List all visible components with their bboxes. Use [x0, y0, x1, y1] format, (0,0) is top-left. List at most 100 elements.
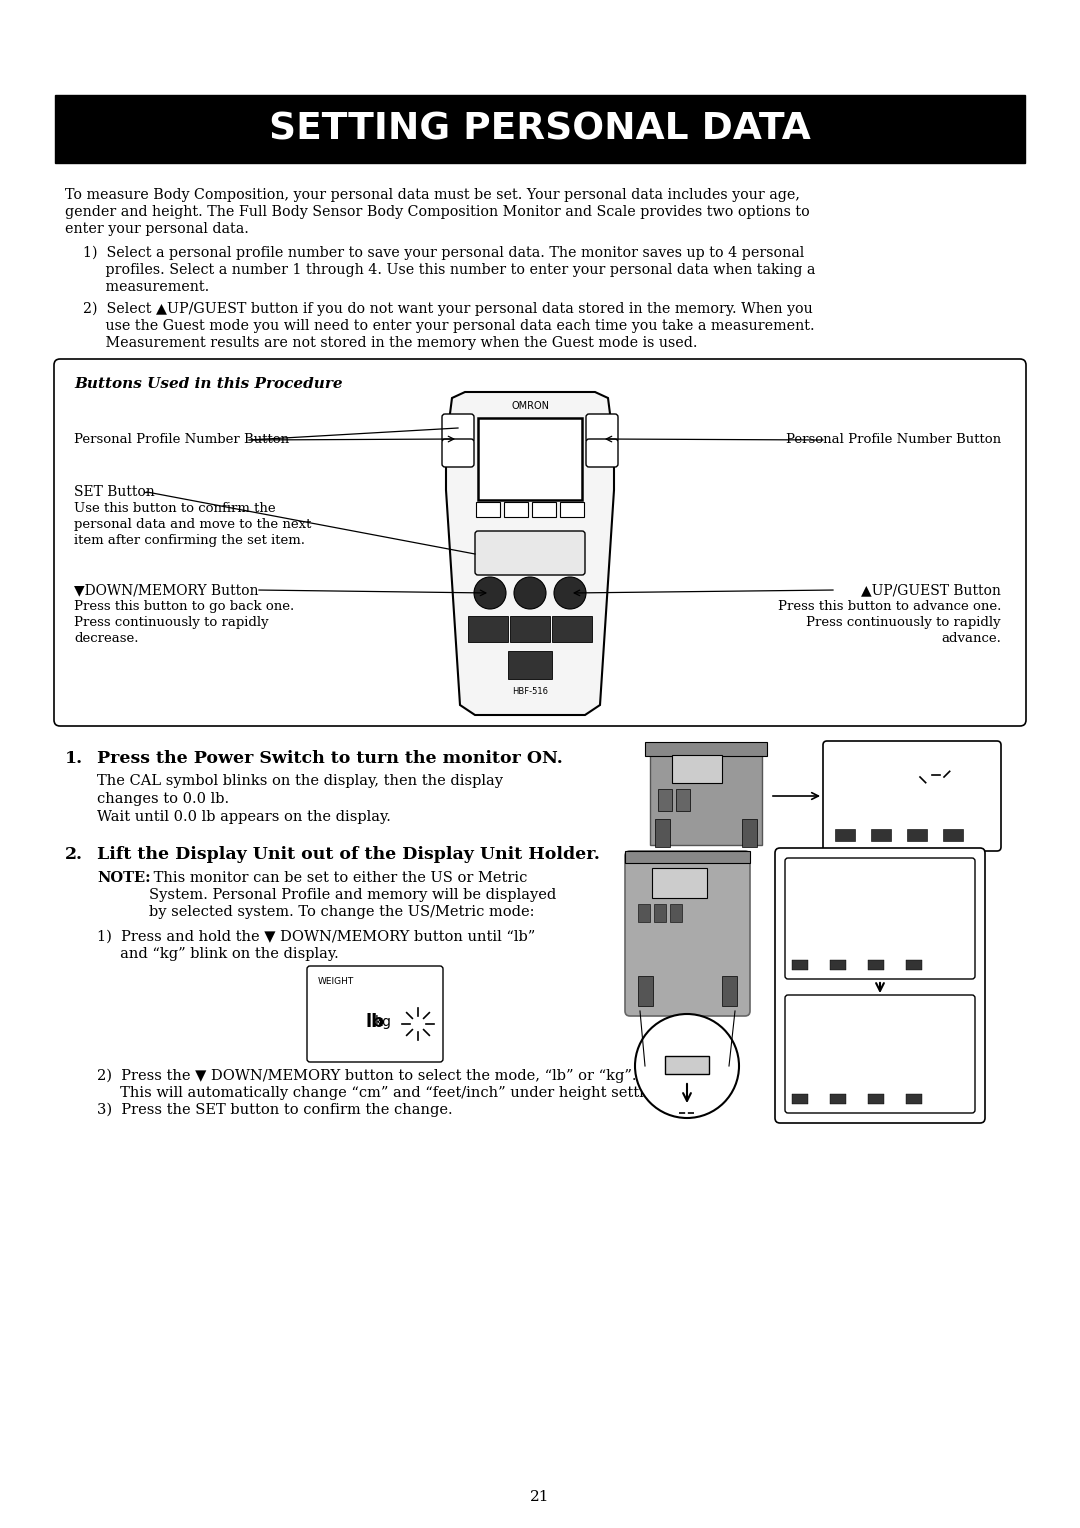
Text: -: - [486, 506, 489, 515]
Text: Personal Profile Number Button: Personal Profile Number Button [75, 432, 289, 446]
Text: CAL: CAL [838, 912, 921, 950]
Text: 0: 0 [879, 833, 883, 837]
Bar [792, 960, 808, 970]
Text: Press continuously to rapidly: Press continuously to rapidly [807, 616, 1001, 630]
Text: WEIGHT: WEIGHT [835, 752, 875, 762]
Text: NOTE:: NOTE: [97, 871, 150, 885]
Text: Press this button to advance one.: Press this button to advance one. [778, 601, 1001, 613]
Text: 3)  Press the SET button to confirm the change.: 3) Press the SET button to confirm the c… [97, 1103, 453, 1117]
Bar [831, 960, 846, 970]
Text: 1: 1 [455, 422, 462, 434]
Bar [645, 743, 767, 756]
Text: 1)  Select a personal profile number to save your personal data. The monitor sav: 1) Select a personal profile number to s… [83, 246, 805, 260]
Text: 0: 0 [836, 1097, 840, 1102]
Text: System. Personal Profile and memory will be displayed: System. Personal Profile and memory will… [149, 888, 556, 902]
Text: BODY AGE: BODY AGE [558, 630, 586, 634]
Text: Buttons Used in this Procedure: Buttons Used in this Procedure [75, 377, 342, 391]
Text: To measure Body Composition, your personal data must be set. Your personal data : To measure Body Composition, your person… [65, 188, 800, 202]
Text: 0: 0 [513, 506, 518, 515]
Bar [650, 747, 762, 845]
Bar [476, 503, 500, 516]
Text: 2: 2 [455, 446, 462, 460]
Text: Measurement results are not stored in the memory when the Guest mode is used.: Measurement results are not stored in th… [83, 336, 698, 350]
Bar [552, 616, 592, 642]
Text: -: - [799, 1097, 801, 1102]
Text: SET Button: SET Button [75, 484, 154, 500]
Bar [868, 960, 885, 970]
Text: /: / [883, 889, 887, 900]
Text: decrease.: decrease. [75, 633, 138, 645]
Text: The CAL symbol blinks on the display, then the display: The CAL symbol blinks on the display, th… [97, 775, 503, 788]
Bar [55, 95, 1025, 163]
Text: personal data and move to the next: personal data and move to the next [75, 518, 311, 532]
Bar [906, 960, 922, 970]
Text: WEIGHT: WEIGHT [796, 1005, 835, 1016]
Bar [870, 830, 891, 840]
Text: changes to 0.0 lb.: changes to 0.0 lb. [97, 792, 229, 805]
Text: ▼: ▼ [487, 585, 494, 593]
Bar [792, 1094, 808, 1105]
Text: 2)  Press the ▼ DOWN/MEMORY button to select the mode, “lb” or “kg”.: 2) Press the ▼ DOWN/MEMORY button to sel… [97, 1070, 636, 1083]
Text: /: / [859, 903, 862, 914]
Text: +: + [874, 1097, 879, 1102]
FancyBboxPatch shape [442, 414, 474, 442]
Bar [654, 905, 666, 921]
Text: 0.0: 0.0 [833, 1038, 907, 1080]
Bar [943, 830, 963, 840]
Bar [665, 1056, 708, 1074]
Text: /: / [899, 892, 902, 903]
Text: 4: 4 [598, 446, 606, 460]
Bar [742, 819, 757, 847]
Text: 1•0: 1•0 [679, 996, 694, 1005]
Bar [638, 976, 653, 1005]
Bar [561, 503, 584, 516]
Text: 1.0: 1.0 [670, 879, 689, 888]
Text: kg: kg [375, 1015, 391, 1028]
Text: ▲: ▲ [567, 585, 573, 593]
FancyBboxPatch shape [785, 995, 975, 1112]
Text: use the Guest mode you will need to enter your personal data each time you take : use the Guest mode you will need to ente… [83, 319, 814, 333]
Text: 2.: 2. [65, 847, 83, 863]
Bar [532, 503, 556, 516]
Text: by selected system. To change the US/Metric mode:: by selected system. To change the US/Met… [149, 905, 535, 918]
FancyBboxPatch shape [586, 439, 618, 468]
Text: +: + [540, 506, 548, 515]
Text: WEIGHT: WEIGHT [796, 869, 835, 879]
Text: +: + [914, 833, 920, 837]
Text: HBF-516: HBF-516 [512, 688, 548, 695]
FancyBboxPatch shape [442, 439, 474, 468]
Text: VISCERAL: VISCERAL [517, 657, 543, 662]
Text: -: - [799, 963, 801, 967]
Text: ++: ++ [565, 506, 580, 515]
FancyBboxPatch shape [823, 741, 1001, 851]
Bar [672, 755, 723, 782]
Text: ++: ++ [908, 1097, 919, 1102]
Circle shape [474, 578, 507, 610]
Text: profiles. Select a number 1 through 4. Use this number to enter your personal da: profiles. Select a number 1 through 4. U… [83, 263, 815, 277]
Bar [835, 830, 855, 840]
Text: MEMORY: MEMORY [476, 596, 503, 602]
Text: gender and height. The Full Body Sensor Body Composition Monitor and Scale provi: gender and height. The Full Body Sensor … [65, 205, 810, 219]
Bar [670, 905, 681, 921]
Text: Press the Power Switch to turn the monitor ON.: Press the Power Switch to turn the monit… [97, 750, 563, 767]
FancyBboxPatch shape [54, 359, 1026, 726]
Bar [906, 1094, 922, 1105]
Text: Personal Profile Number Button: Personal Profile Number Button [786, 432, 1001, 446]
Bar [658, 788, 672, 811]
Text: Lift the Display Unit out of the Display Unit Holder.: Lift the Display Unit out of the Display… [97, 847, 599, 863]
Circle shape [635, 1015, 739, 1118]
Text: /: / [908, 903, 912, 914]
Bar [478, 419, 582, 500]
Text: SETTING PERSONAL DATA: SETTING PERSONAL DATA [269, 112, 811, 147]
Circle shape [554, 578, 586, 610]
Text: lb: lb [365, 1013, 384, 1031]
Text: BODY FAT: BODY FAT [517, 619, 543, 625]
FancyBboxPatch shape [775, 848, 985, 1123]
Text: 0: 0 [836, 963, 840, 967]
FancyBboxPatch shape [586, 414, 618, 442]
Text: This will automatically change “cm” and “feet/inch” under height setting.: This will automatically change “cm” and … [97, 1086, 667, 1100]
Text: Press continuously to rapidly: Press continuously to rapidly [75, 616, 269, 630]
Text: measurement.: measurement. [83, 280, 210, 293]
Bar [468, 616, 508, 642]
Bar [868, 1094, 885, 1105]
